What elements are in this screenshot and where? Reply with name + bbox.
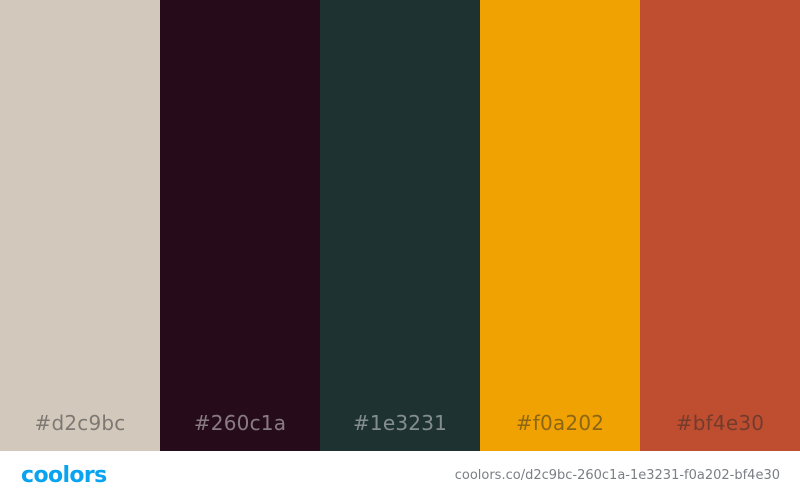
swatch-hex-label: #bf4e30 <box>675 411 765 435</box>
color-swatch-3[interactable]: #1e3231 <box>320 0 480 451</box>
color-swatch-5[interactable]: #bf4e30 <box>640 0 800 451</box>
palette-url-link[interactable]: coolors.co/d2c9bc-260c1a-1e3231-f0a202-b… <box>454 468 780 483</box>
swatch-hex-label: #d2c9bc <box>34 411 126 435</box>
swatch-hex-label: #f0a202 <box>515 411 605 435</box>
swatch-hex-label: #260c1a <box>193 411 287 435</box>
color-swatch-2[interactable]: #260c1a <box>160 0 320 451</box>
color-swatch-4[interactable]: #f0a202 <box>480 0 640 451</box>
coolors-logo[interactable]: coolors <box>21 463 107 488</box>
footer-bar: coolors coolors.co/d2c9bc-260c1a-1e3231-… <box>0 451 800 500</box>
color-palette: #d2c9bc #260c1a #1e3231 #f0a202 #bf4e30 <box>0 0 800 451</box>
color-swatch-1[interactable]: #d2c9bc <box>0 0 160 451</box>
swatch-hex-label: #1e3231 <box>352 411 448 435</box>
